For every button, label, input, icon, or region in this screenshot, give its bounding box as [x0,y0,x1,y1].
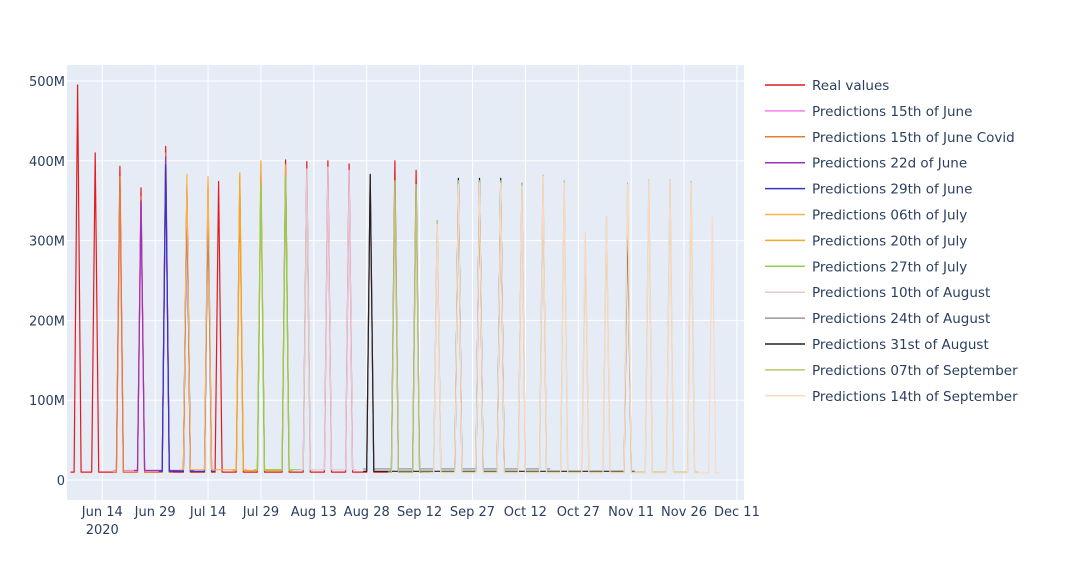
legend-label: Predictions 27th of July [812,259,967,275]
legend-label: Predictions 22d of June [812,156,967,172]
x-tick-label: Sep 12 [397,505,442,520]
grid-lines [67,65,744,500]
legend-item[interactable]: Real values [765,78,889,94]
legend-item[interactable]: Predictions 10th of August [765,285,990,301]
x-tick-label: Nov 11 [608,505,654,520]
legend-label: Predictions 15th of June Covid [812,130,1015,146]
x-tick-label: Jun 14 [81,505,123,520]
legend-label: Predictions 14th of September [812,389,1018,405]
legend-item[interactable]: Predictions 29th of June [765,182,972,198]
legend-label: Predictions 15th of June [812,104,972,120]
legend-label: Real values [812,78,889,94]
y-tick-label: 500M [29,75,65,90]
legend-item[interactable]: Predictions 24th of August [765,311,990,327]
x-tick-label: Oct 27 [557,505,600,520]
x-tick-label: Dec 11 [714,505,760,520]
legend-item[interactable]: Predictions 15th of June [765,104,972,120]
legend-label: Predictions 07th of September [812,363,1018,379]
x-tick-label: Oct 12 [504,505,547,520]
y-tick-label: 0 [57,474,65,489]
legend[interactable]: Real values Predictions 15th of June Predi… [765,78,1018,405]
series-lines [70,84,720,474]
legend-item[interactable]: Predictions 20th of July [765,233,967,249]
axis-labels: 0 100M 200M 300M 400M 500M Jun 14 2020 Jun 29 Jul… [29,75,760,538]
y-tick-label: 400M [29,155,65,170]
x-tick-label: Sep 27 [450,505,495,520]
x-tick-label: Nov 26 [661,505,707,520]
y-tick-label: 100M [29,394,65,409]
legend-label: Predictions 24th of August [812,311,990,327]
legend-label: Predictions 06th of July [812,208,967,224]
x-tick-label: Aug 13 [291,505,337,520]
series-line [299,166,357,471]
x-tick-label: Aug 28 [344,505,390,520]
y-tick-label: 200M [29,314,65,329]
legend-item[interactable]: Predictions 27th of July [765,259,967,275]
x-tick-label: Jul 29 [242,505,279,520]
series-line [179,173,247,471]
x-tick-label: Jun 29 [134,505,176,520]
legend-label: Predictions 31st of August [812,337,989,353]
legend-item[interactable]: Predictions 06th of July [765,208,967,224]
legend-item[interactable]: Predictions 31st of August [765,337,989,353]
legend-item[interactable]: Predictions 07th of September [765,363,1018,379]
series-line [430,176,720,474]
legend-item[interactable]: Predictions 15th of June Covid [765,130,1015,146]
x-tick-sublabel: 2020 [86,523,119,538]
legend-label: Predictions 29th of June [812,182,972,198]
x-tick-label: Jul 14 [189,505,226,520]
legend-item[interactable]: Predictions 14th of September [765,389,1018,405]
legend-label: Predictions 20th of July [812,233,967,249]
y-tick-label: 300M [29,235,65,250]
legend-item[interactable]: Predictions 22d of June [765,156,967,172]
legend-label: Predictions 10th of August [812,285,990,301]
